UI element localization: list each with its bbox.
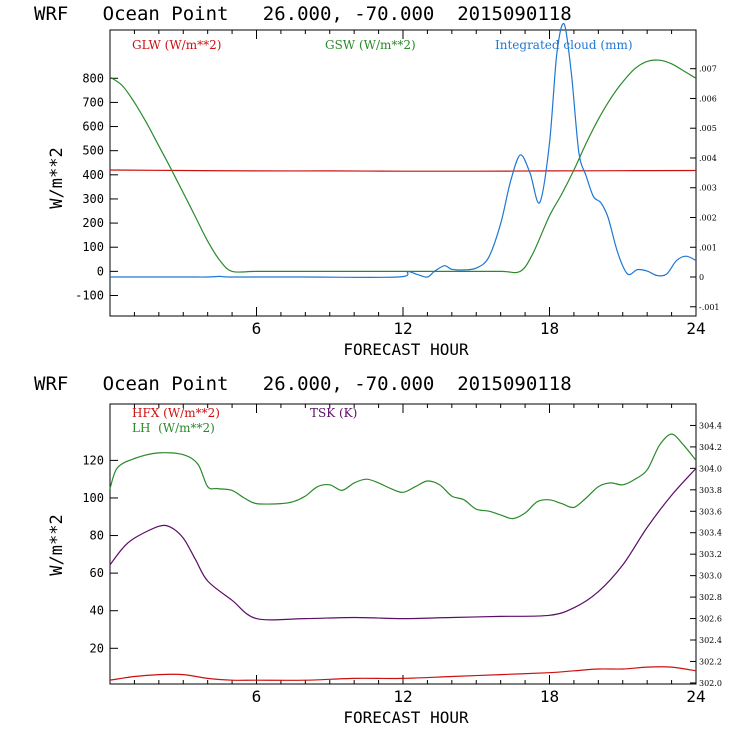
- y-tick-label: 120: [82, 453, 104, 467]
- bottom-series: [109, 433, 697, 681]
- y-tick-label: 600: [82, 120, 104, 134]
- top-axes: 6 12 18 24 -100 0 100 200 300 400 500 600 700 800 -.00…: [75, 30, 720, 338]
- y2-tick-label: .001: [699, 243, 717, 252]
- top-x-axis-label: FORECAST HOUR: [343, 340, 469, 359]
- y2-tick-label: 303.0: [699, 572, 722, 581]
- series-line-hfx: [109, 666, 697, 681]
- legend-tsk: TSK (K): [310, 406, 357, 420]
- y2-tick-label: 304.0: [699, 464, 722, 473]
- top-chart-title: WRF Ocean Point 26.000, -70.000 20150901…: [34, 3, 572, 25]
- y-tick-label: -100: [75, 288, 104, 302]
- series-line-lh: [109, 433, 697, 520]
- top-y-axis-label: W/m**2: [47, 147, 67, 208]
- legend-lh: LH (W/m**2): [132, 421, 215, 435]
- y-tick-label: 100: [82, 491, 104, 505]
- x-tick-label: 6: [252, 687, 262, 706]
- chart-panel-bottom: WRF Ocean Point 26.000, -70.000 20150901…: [34, 373, 722, 727]
- legend-gsw: GSW (W/m**2): [325, 38, 416, 52]
- y-tick-label: 40: [90, 604, 104, 618]
- x-tick-label: 18: [540, 319, 559, 338]
- chart-panel-top: WRF Ocean Point 26.000, -70.000 20150901…: [34, 3, 720, 359]
- x-tick-label: 24: [686, 687, 705, 706]
- y-tick-label: 400: [82, 168, 104, 182]
- y2-tick-label: .003: [699, 184, 717, 193]
- y2-tick-label: .007: [699, 65, 717, 74]
- bottom-axes: 6 12 18 24 20 40 60 80 100 120 302.0 302.2 302.4 302.…: [82, 404, 722, 706]
- y2-tick-label: 303.2: [699, 550, 722, 559]
- y2-tick-label: 302.4: [699, 636, 722, 645]
- x-tick-label: 18: [540, 687, 559, 706]
- y-tick-label: 60: [90, 566, 104, 580]
- y2-tick-label: 0: [699, 273, 704, 282]
- y2-tick-label: 303.8: [699, 486, 722, 495]
- y-tick-label: 100: [82, 240, 104, 254]
- legend-glw: GLW (W/m**2): [132, 38, 221, 52]
- x-tick-label: 12: [393, 319, 412, 338]
- legend-integrated-cloud: Integrated cloud (mm): [495, 38, 633, 52]
- series-line-integrated: [110, 22, 697, 278]
- y2-tick-label: 304.2: [699, 443, 722, 452]
- y-tick-label: 800: [82, 71, 104, 85]
- bottom-x-axis-label: FORECAST HOUR: [343, 708, 469, 727]
- bottom-plot-frame: [109, 403, 697, 685]
- series-line-gsw: [109, 59, 697, 274]
- y2-tick-label: 302.2: [699, 657, 722, 666]
- bottom-y-axis-label: W/m**2: [47, 514, 67, 575]
- y2-tick-label: .006: [699, 94, 717, 103]
- y2-tick-label: .005: [699, 124, 717, 133]
- legend-hfx: HFX (W/m**2): [132, 406, 220, 420]
- y-tick-label: 500: [82, 144, 104, 158]
- y2-tick-label: 302.0: [699, 679, 722, 688]
- series-line-glw: [109, 169, 697, 172]
- y-tick-label: 0: [97, 264, 104, 278]
- x-tick-label: 24: [686, 319, 705, 338]
- top-series: [109, 22, 697, 278]
- y-tick-label: 300: [82, 192, 104, 206]
- top-plot-frame: [109, 29, 697, 317]
- y2-tick-label: 302.6: [699, 615, 722, 624]
- x-tick-label: 6: [252, 319, 262, 338]
- y-tick-label: 20: [90, 641, 104, 655]
- y2-tick-label: .002: [699, 213, 717, 222]
- y2-tick-label: .004: [699, 154, 717, 163]
- y2-tick-label: -.001: [699, 303, 720, 312]
- y2-tick-label: 303.4: [699, 529, 722, 538]
- y-tick-label: 80: [90, 529, 104, 543]
- bottom-chart-title: WRF Ocean Point 26.000, -70.000 20150901…: [34, 373, 572, 395]
- y-tick-label: 200: [82, 216, 104, 230]
- y-tick-label: 700: [82, 95, 104, 109]
- series-line-tsk: [109, 467, 697, 621]
- y2-tick-label: 302.8: [699, 593, 722, 602]
- x-tick-label: 12: [393, 687, 412, 706]
- y2-tick-label: 304.4: [699, 421, 722, 430]
- y2-tick-label: 303.6: [699, 507, 722, 516]
